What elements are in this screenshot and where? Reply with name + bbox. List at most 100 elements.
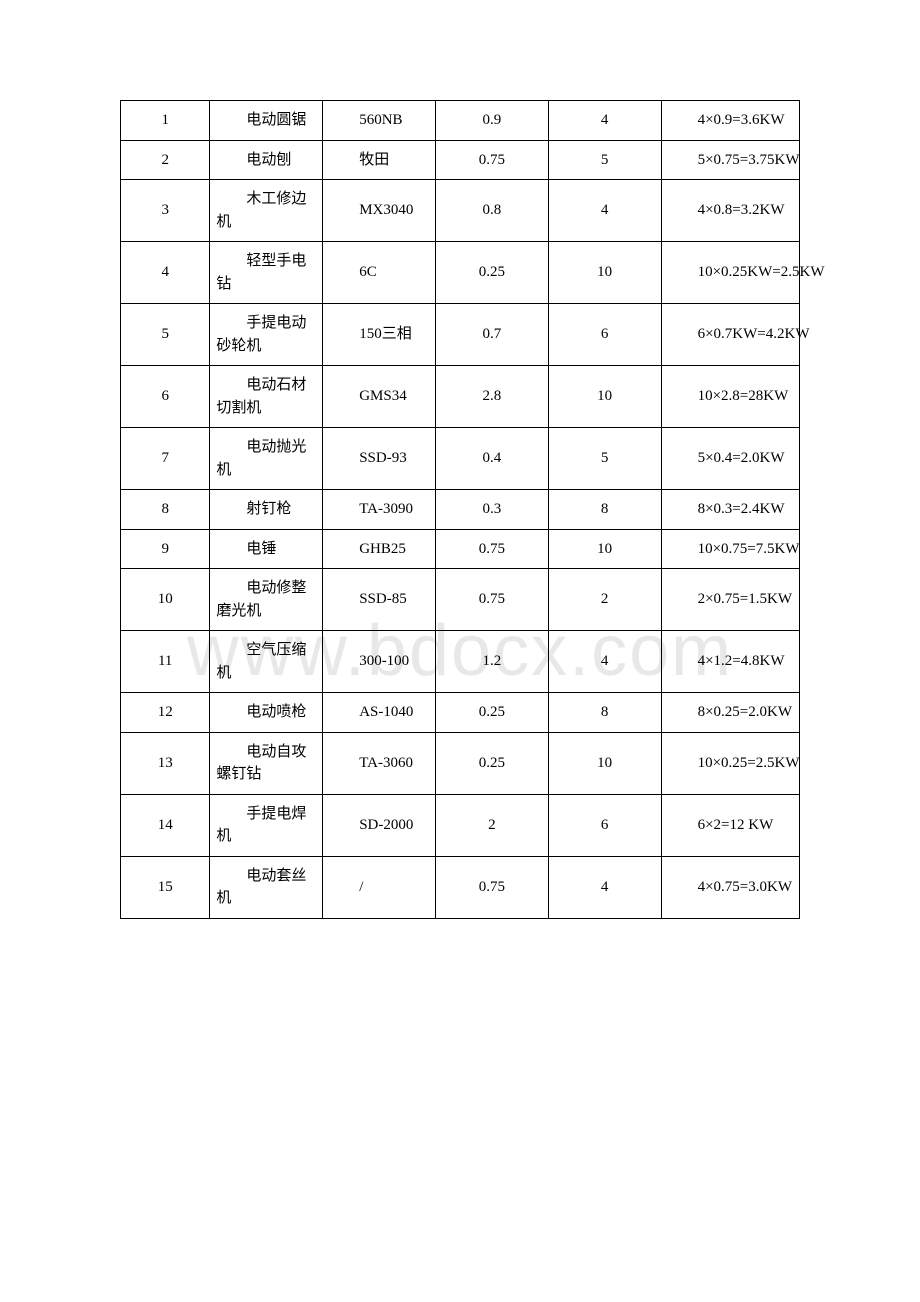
- cell-total: 10×0.25KW=2.5KW: [661, 242, 799, 304]
- cell-total: 4×0.9=3.6KW: [661, 101, 799, 141]
- cell-qty: 6: [548, 794, 661, 856]
- cell-index: 11: [121, 631, 210, 693]
- cell-qty: 10: [548, 529, 661, 569]
- cell-total: 10×2.8=28KW: [661, 366, 799, 428]
- cell-qty: 10: [548, 732, 661, 794]
- cell-index: 3: [121, 180, 210, 242]
- cell-name: 电动石材切割机: [210, 366, 323, 428]
- cell-power: 0.3: [435, 490, 548, 530]
- cell-total: 4×0.75=3.0KW: [661, 856, 799, 918]
- cell-power: 0.8: [435, 180, 548, 242]
- cell-model: 300-100: [323, 631, 436, 693]
- cell-power: 0.25: [435, 242, 548, 304]
- cell-qty: 10: [548, 242, 661, 304]
- cell-model: MX3040: [323, 180, 436, 242]
- cell-power: 2: [435, 794, 548, 856]
- cell-model: 6C: [323, 242, 436, 304]
- cell-name: 电动套丝机: [210, 856, 323, 918]
- equipment-table: 1电动圆锯560NB0.944×0.9=3.6KW2电动刨牧田0.7555×0.…: [120, 100, 800, 919]
- table-row: 4轻型手电钻6C0.251010×0.25KW=2.5KW: [121, 242, 800, 304]
- cell-power: 0.7: [435, 304, 548, 366]
- cell-name: 轻型手电钻: [210, 242, 323, 304]
- cell-power: 0.4: [435, 428, 548, 490]
- cell-total: 4×0.8=3.2KW: [661, 180, 799, 242]
- cell-qty: 4: [548, 180, 661, 242]
- cell-index: 7: [121, 428, 210, 490]
- cell-model: 560NB: [323, 101, 436, 141]
- table-row: 1电动圆锯560NB0.944×0.9=3.6KW: [121, 101, 800, 141]
- cell-index: 9: [121, 529, 210, 569]
- cell-qty: 4: [548, 856, 661, 918]
- table-row: 3木工修边机MX30400.844×0.8=3.2KW: [121, 180, 800, 242]
- cell-name: 电动修整磨光机: [210, 569, 323, 631]
- table-row: 12电动喷枪AS-10400.2588×0.25=2.0KW: [121, 693, 800, 733]
- cell-index: 8: [121, 490, 210, 530]
- cell-power: 0.9: [435, 101, 548, 141]
- cell-name: 空气压缩机: [210, 631, 323, 693]
- cell-model: TA-3090: [323, 490, 436, 530]
- cell-index: 12: [121, 693, 210, 733]
- cell-total: 5×0.75=3.75KW: [661, 140, 799, 180]
- cell-name: 电动刨: [210, 140, 323, 180]
- cell-model: /: [323, 856, 436, 918]
- cell-name: 射钉枪: [210, 490, 323, 530]
- cell-total: 8×0.3=2.4KW: [661, 490, 799, 530]
- table-body: 1电动圆锯560NB0.944×0.9=3.6KW2电动刨牧田0.7555×0.…: [121, 101, 800, 919]
- cell-total: 6×0.7KW=4.2KW: [661, 304, 799, 366]
- table-row: 2电动刨牧田0.7555×0.75=3.75KW: [121, 140, 800, 180]
- cell-model: SSD-85: [323, 569, 436, 631]
- cell-power: 0.25: [435, 732, 548, 794]
- cell-name: 电动喷枪: [210, 693, 323, 733]
- table-row: 11空气压缩机300-1001.244×1.2=4.8KW: [121, 631, 800, 693]
- cell-qty: 4: [548, 631, 661, 693]
- cell-model: SSD-93: [323, 428, 436, 490]
- cell-power: 0.75: [435, 856, 548, 918]
- cell-index: 13: [121, 732, 210, 794]
- table-row: 14手提电焊机SD-2000266×2=12 KW: [121, 794, 800, 856]
- cell-qty: 5: [548, 140, 661, 180]
- cell-power: 1.2: [435, 631, 548, 693]
- cell-name: 电动抛光机: [210, 428, 323, 490]
- cell-total: 4×1.2=4.8KW: [661, 631, 799, 693]
- cell-power: 0.75: [435, 569, 548, 631]
- cell-total: 10×0.25=2.5KW: [661, 732, 799, 794]
- cell-name: 手提电焊机: [210, 794, 323, 856]
- cell-total: 6×2=12 KW: [661, 794, 799, 856]
- cell-name: 电锤: [210, 529, 323, 569]
- cell-model: GHB25: [323, 529, 436, 569]
- cell-qty: 8: [548, 490, 661, 530]
- cell-qty: 10: [548, 366, 661, 428]
- cell-model: GMS34: [323, 366, 436, 428]
- table-row: 9电锤GHB250.751010×0.75=7.5KW: [121, 529, 800, 569]
- cell-name: 木工修边机: [210, 180, 323, 242]
- cell-index: 5: [121, 304, 210, 366]
- cell-index: 2: [121, 140, 210, 180]
- cell-power: 0.75: [435, 140, 548, 180]
- cell-name: 电动圆锯: [210, 101, 323, 141]
- cell-index: 6: [121, 366, 210, 428]
- table-row: 8射钉枪TA-30900.388×0.3=2.4KW: [121, 490, 800, 530]
- cell-qty: 6: [548, 304, 661, 366]
- cell-model: SD-2000: [323, 794, 436, 856]
- cell-total: 10×0.75=7.5KW: [661, 529, 799, 569]
- cell-power: 0.25: [435, 693, 548, 733]
- cell-model: AS-1040: [323, 693, 436, 733]
- cell-index: 1: [121, 101, 210, 141]
- table-row: 6电动石材切割机GMS342.81010×2.8=28KW: [121, 366, 800, 428]
- cell-total: 2×0.75=1.5KW: [661, 569, 799, 631]
- table-row: 7电动抛光机SSD-930.455×0.4=2.0KW: [121, 428, 800, 490]
- table-row: 13电动自攻螺钉钻TA-30600.251010×0.25=2.5KW: [121, 732, 800, 794]
- table-row: 10电动修整磨光机SSD-850.7522×0.75=1.5KW: [121, 569, 800, 631]
- cell-model: 牧田: [323, 140, 436, 180]
- cell-power: 0.75: [435, 529, 548, 569]
- table-row: 5手提电动砂轮机150三相0.766×0.7KW=4.2KW: [121, 304, 800, 366]
- cell-total: 8×0.25=2.0KW: [661, 693, 799, 733]
- cell-qty: 8: [548, 693, 661, 733]
- cell-qty: 4: [548, 101, 661, 141]
- cell-model: 150三相: [323, 304, 436, 366]
- cell-model: TA-3060: [323, 732, 436, 794]
- cell-name: 手提电动砂轮机: [210, 304, 323, 366]
- table-row: 15电动套丝机/0.7544×0.75=3.0KW: [121, 856, 800, 918]
- cell-qty: 2: [548, 569, 661, 631]
- cell-total: 5×0.4=2.0KW: [661, 428, 799, 490]
